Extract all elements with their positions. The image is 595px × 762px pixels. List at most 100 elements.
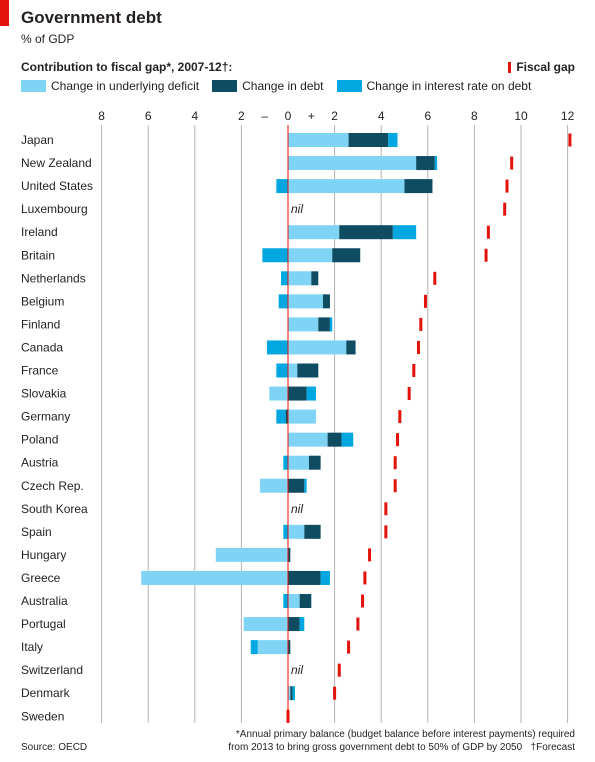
bar-change-in-interest-rate-on-debt bbox=[388, 133, 398, 147]
bar-change-in-underlying-deficit bbox=[243, 617, 288, 632]
category-label: Sweden bbox=[21, 709, 64, 723]
x-tick-label: 4 bbox=[378, 109, 385, 123]
bar-change-in-debt bbox=[339, 225, 393, 240]
x-tick-label: 12 bbox=[561, 109, 575, 123]
fiscal-gap-marker bbox=[368, 548, 372, 562]
x-tick-label: 6 bbox=[424, 109, 431, 123]
bar-change-in-underlying-deficit bbox=[288, 248, 333, 263]
chart-subtitle: % of GDP bbox=[21, 32, 75, 46]
bar-change-in-debt bbox=[332, 248, 361, 263]
category-label: United States bbox=[21, 179, 93, 193]
bar-change-in-interest-rate-on-debt bbox=[278, 294, 288, 309]
bar-change-in-underlying-deficit bbox=[288, 409, 316, 424]
bar-change-in-interest-rate-on-debt bbox=[341, 432, 354, 447]
category-label: Australia bbox=[21, 594, 68, 608]
category-label: Finland bbox=[21, 317, 60, 331]
bar-change-in-underlying-deficit bbox=[288, 156, 417, 171]
fiscal-gap-marker bbox=[337, 663, 341, 677]
bar-change-in-debt bbox=[297, 363, 319, 378]
fiscal-gap-marker bbox=[510, 156, 514, 170]
category-label: Germany bbox=[21, 410, 70, 424]
bar-change-in-debt bbox=[318, 317, 330, 332]
bar-change-in-debt bbox=[290, 686, 293, 701]
bar-change-in-debt bbox=[348, 133, 389, 147]
bar-change-in-debt bbox=[346, 340, 356, 355]
bar-change-in-debt bbox=[288, 478, 305, 493]
category-label: Hungary bbox=[21, 548, 66, 562]
legend-label-fiscal-gap: Fiscal gap bbox=[516, 60, 575, 74]
bar-change-in-debt bbox=[322, 294, 330, 309]
fiscal-gap-marker bbox=[486, 225, 490, 239]
legend-swatch-fiscal-gap bbox=[508, 61, 512, 73]
fiscal-gap-marker bbox=[361, 594, 365, 608]
bar-change-in-interest-rate-on-debt bbox=[250, 640, 258, 655]
category-label: Italy bbox=[21, 640, 43, 654]
fiscal-gap-marker bbox=[356, 617, 360, 631]
legend-item-underlying-deficit: Change in underlying deficit bbox=[21, 79, 199, 93]
fiscal-gap-marker bbox=[568, 133, 572, 147]
bar-change-in-underlying-deficit bbox=[269, 386, 288, 401]
bar-change-in-underlying-deficit bbox=[288, 225, 340, 240]
x-tick-label: 8 bbox=[98, 109, 105, 123]
section-title: Contribution to fiscal gap*, 2007-12†: bbox=[21, 60, 233, 74]
bar-change-in-debt bbox=[288, 547, 291, 562]
bar-change-in-debt bbox=[304, 524, 321, 539]
fiscal-gap-marker bbox=[347, 640, 351, 654]
x-sign-minus: – bbox=[261, 109, 268, 123]
legend-label-interest-rate: Change in interest rate on debt bbox=[366, 79, 532, 93]
chart-title: Government debt bbox=[21, 8, 162, 27]
footnote-line-2: from 2013 to bring gross government debt… bbox=[195, 741, 575, 754]
bar-change-in-underlying-deficit bbox=[288, 317, 319, 332]
bar-change-in-debt bbox=[288, 640, 291, 655]
bar-change-in-debt bbox=[285, 409, 288, 424]
footnote: *Annual primary balance (budget balance … bbox=[195, 728, 575, 754]
category-label: Poland bbox=[21, 433, 58, 447]
bar-change-in-underlying-deficit bbox=[288, 594, 300, 608]
fiscal-gap-marker bbox=[416, 340, 420, 354]
fiscal-gap-marker bbox=[407, 387, 411, 401]
category-label: Belgium bbox=[21, 294, 64, 308]
bar-change-in-debt bbox=[288, 386, 307, 401]
bar-change-in-underlying-deficit bbox=[288, 133, 349, 147]
bar-change-in-debt bbox=[288, 570, 321, 585]
category-label: Austria bbox=[21, 456, 59, 470]
x-tick-label: 0 bbox=[285, 109, 292, 123]
bar-change-in-debt bbox=[327, 432, 342, 447]
fiscal-gap-marker bbox=[333, 686, 337, 700]
x-tick-label: 10 bbox=[514, 109, 528, 123]
bar-change-in-underlying-deficit bbox=[288, 271, 312, 286]
x-tick-label: 2 bbox=[331, 109, 338, 123]
bar-change-in-interest-rate-on-debt bbox=[267, 340, 288, 355]
category-label: Japan bbox=[21, 133, 54, 147]
bar-change-in-underlying-deficit bbox=[288, 340, 347, 355]
bar-change-in-interest-rate-on-debt bbox=[306, 386, 316, 401]
bar-change-in-interest-rate-on-debt bbox=[283, 594, 288, 608]
fiscal-gap-marker bbox=[505, 179, 509, 193]
fiscal-gap-marker bbox=[398, 410, 402, 424]
bar-change-in-underlying-deficit bbox=[288, 432, 328, 447]
bar-change-in-underlying-deficit bbox=[215, 547, 288, 562]
legend-label-debt: Change in debt bbox=[242, 79, 324, 93]
legend: Change in underlying deficit Change in d… bbox=[21, 79, 544, 93]
category-label: Luxembourg bbox=[21, 202, 88, 216]
bar-change-in-interest-rate-on-debt bbox=[299, 617, 305, 632]
category-label: Ireland bbox=[21, 225, 58, 239]
bar-change-in-underlying-deficit bbox=[141, 570, 288, 585]
category-label: Greece bbox=[21, 571, 61, 585]
bar-change-in-interest-rate-on-debt bbox=[304, 478, 307, 493]
fiscal-gap-marker bbox=[419, 317, 423, 331]
bar-change-in-interest-rate-on-debt bbox=[276, 363, 288, 378]
legend-swatch-debt bbox=[212, 80, 238, 92]
x-sign-plus: + bbox=[308, 109, 315, 123]
bar-change-in-interest-rate-on-debt bbox=[276, 179, 288, 194]
category-label: Britain bbox=[21, 248, 55, 262]
fiscal-gap-marker bbox=[396, 433, 400, 447]
category-label: Portugal bbox=[21, 617, 66, 631]
nil-label: nil bbox=[291, 502, 303, 516]
fiscal-gap-marker bbox=[484, 248, 488, 262]
bar-change-in-interest-rate-on-debt bbox=[262, 248, 288, 263]
legend-item-interest-rate: Change in interest rate on debt bbox=[336, 79, 532, 93]
brand-red-tab bbox=[0, 0, 9, 26]
category-label: France bbox=[21, 364, 59, 378]
category-label: Spain bbox=[21, 525, 52, 539]
